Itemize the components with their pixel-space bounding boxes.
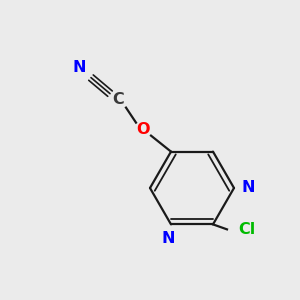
- Text: N: N: [161, 231, 175, 246]
- Text: N: N: [241, 181, 255, 196]
- Text: C: C: [112, 92, 124, 107]
- Text: Cl: Cl: [238, 222, 256, 237]
- Text: O: O: [136, 122, 150, 137]
- Text: N: N: [72, 60, 86, 75]
